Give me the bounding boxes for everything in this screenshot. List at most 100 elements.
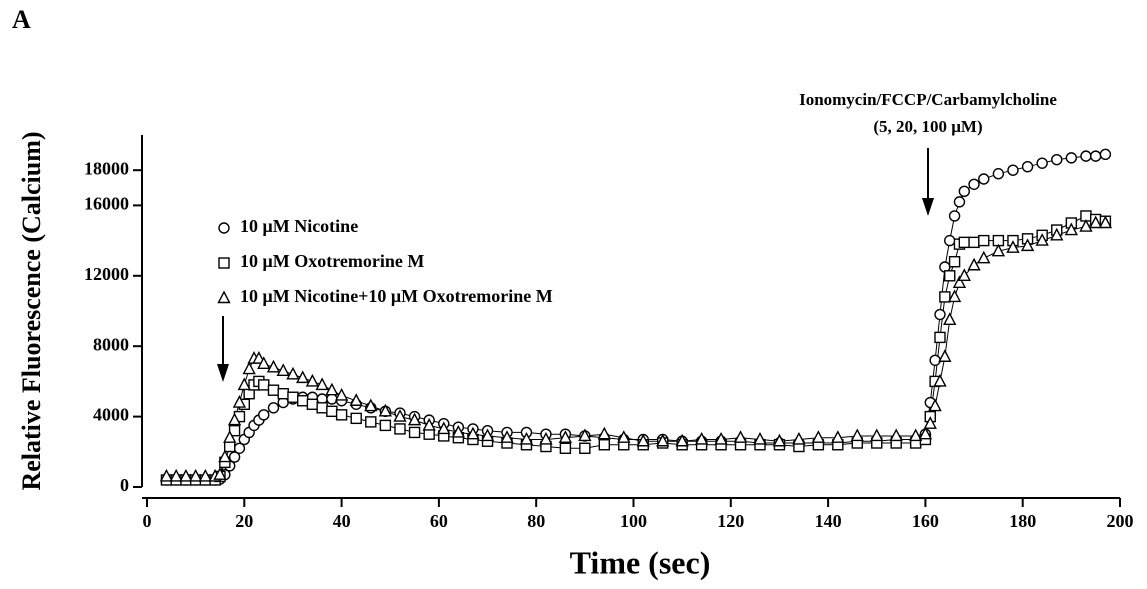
marker (772, 433, 787, 447)
legend-marker (218, 257, 230, 269)
marker (1099, 148, 1112, 161)
legend-marker (218, 222, 230, 234)
marker (1089, 215, 1103, 229)
marker (316, 402, 328, 414)
marker (753, 431, 767, 445)
x-tick-label: 140 (815, 511, 842, 531)
arrow-head (922, 198, 934, 216)
marker (242, 361, 256, 375)
y-tick-label: 8000 (93, 334, 129, 354)
marker (334, 387, 349, 401)
marker (393, 409, 407, 422)
marker (977, 250, 991, 264)
marker (296, 395, 309, 407)
marker (934, 331, 946, 344)
marker (968, 178, 980, 190)
marker (850, 428, 864, 442)
marker (365, 416, 377, 428)
marker (326, 393, 338, 405)
marker (188, 468, 203, 482)
marker (943, 312, 957, 325)
x-tick-label: 0 (143, 511, 152, 531)
marker (267, 402, 280, 414)
marker (258, 409, 270, 421)
marker (315, 377, 329, 391)
legend-label: 10 μM Nicotine+10 μM Oxotremorine M (240, 286, 553, 306)
marker (1050, 227, 1064, 241)
marker (559, 442, 572, 454)
marker (978, 173, 990, 185)
marker (277, 388, 289, 400)
marker (224, 440, 236, 453)
marker (978, 234, 990, 247)
marker (792, 431, 806, 445)
marker (407, 412, 422, 426)
y-tick-label: 18000 (84, 158, 129, 178)
marker (466, 426, 480, 440)
marker (326, 405, 338, 418)
marker (947, 289, 962, 303)
marker (1079, 219, 1093, 232)
marker (617, 430, 631, 443)
marker (480, 428, 495, 442)
x-tick-label: 200 (1107, 511, 1134, 531)
y-tick-label: 16000 (84, 194, 129, 214)
marker (831, 430, 845, 443)
x-tick-label: 20 (235, 511, 253, 531)
marker (1021, 160, 1034, 173)
marker (934, 308, 946, 321)
marker (598, 439, 611, 451)
marker (1098, 215, 1113, 229)
marker (539, 431, 553, 445)
marker (305, 373, 320, 387)
x-tick-label: 160 (912, 511, 939, 531)
marker (953, 196, 966, 208)
marker (258, 379, 270, 391)
marker (159, 468, 174, 482)
marker (213, 467, 227, 480)
marker (296, 370, 310, 384)
marker (958, 185, 971, 198)
marker (267, 384, 280, 396)
marker (933, 373, 947, 387)
marker (218, 449, 232, 463)
marker (379, 419, 392, 432)
marker (928, 398, 942, 412)
marker (364, 398, 378, 412)
marker (636, 433, 650, 447)
marker (378, 403, 393, 417)
marker (929, 354, 941, 366)
y-axis-title: Relative Fluorescence (Calcium) (17, 131, 46, 490)
marker (909, 428, 923, 442)
annotation: Ionomycin/FCCP/Carbamylcholine (799, 90, 1057, 109)
marker (1006, 240, 1020, 253)
x-tick-label: 180 (1009, 511, 1036, 531)
marker (179, 468, 193, 482)
marker (694, 431, 709, 445)
marker (1065, 152, 1078, 164)
marker (1007, 164, 1019, 176)
marker (500, 430, 514, 443)
legend-label: 10 μM Oxotremorine M (240, 251, 424, 271)
marker (519, 431, 534, 445)
marker (1080, 150, 1092, 162)
marker (944, 270, 956, 282)
marker (992, 168, 1005, 180)
marker (579, 442, 591, 454)
marker (325, 382, 339, 396)
x-tick-label: 100 (620, 511, 647, 531)
marker (286, 366, 300, 380)
marker (306, 398, 319, 410)
y-tick-label: 12000 (84, 264, 129, 284)
marker (349, 393, 363, 406)
marker (991, 243, 1006, 257)
arrow-head (217, 364, 229, 382)
marker (1020, 238, 1035, 252)
y-tick-label: 0 (120, 475, 129, 495)
marker (408, 426, 421, 439)
marker (266, 359, 281, 373)
marker (948, 256, 961, 268)
marker (1051, 153, 1063, 166)
marker (223, 430, 237, 443)
